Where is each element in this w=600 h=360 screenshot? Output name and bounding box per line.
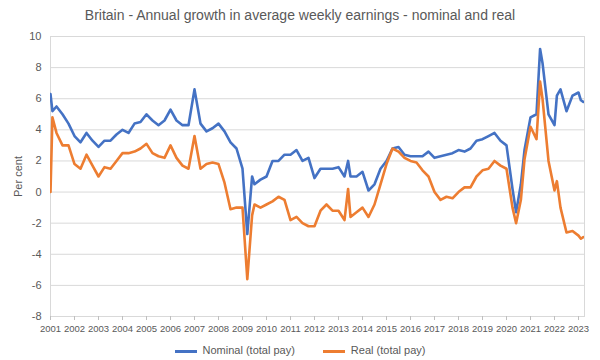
svg-text:2010: 2010 — [256, 323, 277, 334]
svg-text:2007: 2007 — [184, 323, 205, 334]
svg-text:4: 4 — [35, 123, 41, 135]
svg-text:2002: 2002 — [64, 323, 85, 334]
html-text:Britain - Annual growth in ave: Britain - Annual growth in average weekl… — [84, 7, 516, 23]
svg-text:2021: 2021 — [520, 323, 541, 334]
svg-text:2014: 2014 — [352, 323, 373, 334]
svg-text:Per cent: Per cent — [12, 156, 24, 197]
svg-text:2015: 2015 — [376, 323, 397, 334]
svg-text:0: 0 — [35, 186, 41, 198]
svg-text:2013: 2013 — [328, 323, 349, 334]
svg-text:2012: 2012 — [304, 323, 325, 334]
svg-text:2019: 2019 — [472, 323, 493, 334]
svg-text:-2: -2 — [32, 217, 42, 229]
svg-text:-4: -4 — [32, 248, 42, 260]
svg-text:10: 10 — [29, 30, 41, 42]
svg-text:8: 8 — [35, 61, 41, 73]
svg-text:2005: 2005 — [136, 323, 157, 334]
svg-text:2016: 2016 — [400, 323, 421, 334]
svg-text:-8: -8 — [32, 310, 42, 322]
svg-text:2006: 2006 — [160, 323, 181, 334]
svg-text:2023: 2023 — [568, 323, 589, 334]
svg-text:2011: 2011 — [280, 323, 300, 334]
svg-text:-6: -6 — [32, 279, 42, 291]
svg-text:2004: 2004 — [112, 323, 133, 334]
svg-text:2018: 2018 — [448, 323, 469, 334]
svg-text:6: 6 — [35, 92, 41, 104]
html-text:Real (total pay): Real (total pay) — [350, 344, 426, 356]
svg-text:2009: 2009 — [232, 323, 253, 334]
svg-text:2001: 2001 — [40, 323, 61, 334]
svg-text:2022: 2022 — [544, 323, 565, 334]
svg-text:2003: 2003 — [88, 323, 109, 334]
svg-text:2017: 2017 — [424, 323, 445, 334]
svg-text:2008: 2008 — [208, 323, 229, 334]
svg-text:2020: 2020 — [496, 323, 517, 334]
html-text:Nominal (total pay): Nominal (total pay) — [202, 344, 295, 356]
svg-text:2: 2 — [35, 154, 41, 166]
